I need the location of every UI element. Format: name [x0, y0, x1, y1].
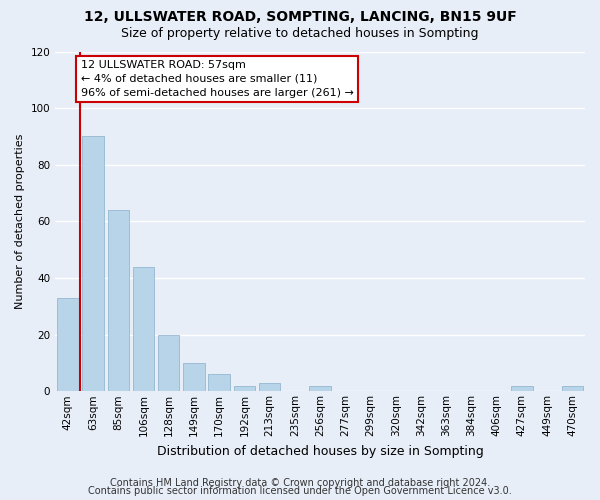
Text: Contains public sector information licensed under the Open Government Licence v3: Contains public sector information licen…: [88, 486, 512, 496]
Bar: [158, 334, 179, 392]
Text: Contains HM Land Registry data © Crown copyright and database right 2024.: Contains HM Land Registry data © Crown c…: [110, 478, 490, 488]
Bar: [208, 374, 230, 392]
Bar: [259, 383, 280, 392]
Bar: [233, 386, 255, 392]
Bar: [511, 386, 533, 392]
Bar: [310, 386, 331, 392]
Bar: [562, 386, 583, 392]
Y-axis label: Number of detached properties: Number of detached properties: [15, 134, 25, 309]
Bar: [133, 266, 154, 392]
Bar: [57, 298, 79, 392]
Bar: [107, 210, 129, 392]
X-axis label: Distribution of detached houses by size in Sompting: Distribution of detached houses by size …: [157, 444, 484, 458]
Text: 12, ULLSWATER ROAD, SOMPTING, LANCING, BN15 9UF: 12, ULLSWATER ROAD, SOMPTING, LANCING, B…: [83, 10, 517, 24]
Bar: [82, 136, 104, 392]
Text: 12 ULLSWATER ROAD: 57sqm
← 4% of detached houses are smaller (11)
96% of semi-de: 12 ULLSWATER ROAD: 57sqm ← 4% of detache…: [81, 60, 354, 98]
Bar: [183, 363, 205, 392]
Text: Size of property relative to detached houses in Sompting: Size of property relative to detached ho…: [121, 28, 479, 40]
